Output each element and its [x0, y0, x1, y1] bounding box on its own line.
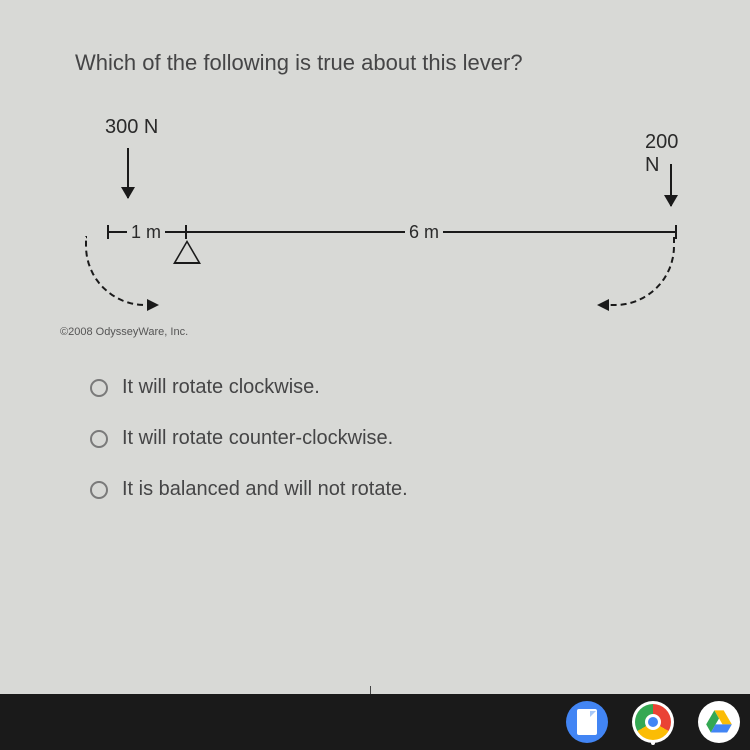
option-clockwise[interactable]: It will rotate clockwise. [90, 376, 690, 399]
docs-icon[interactable] [566, 701, 608, 743]
force-left-label: 300 N [105, 116, 158, 139]
arrow-right [670, 164, 672, 206]
chrome-center-icon [645, 714, 661, 730]
tick-fulcrum [185, 225, 187, 239]
active-indicator-icon [651, 741, 655, 745]
radio-icon [90, 430, 108, 448]
radio-icon [90, 379, 108, 397]
option-label: It will rotate clockwise. [122, 376, 320, 399]
copyright-text: ©2008 OdysseyWare, Inc. [60, 326, 188, 338]
rotation-curve-cw [605, 236, 675, 306]
rotation-arrow-ccw [147, 299, 159, 311]
option-balanced[interactable]: It is balanced and will not rotate. [90, 478, 690, 501]
tick-right [675, 225, 677, 239]
fulcrum-triangle [173, 240, 201, 264]
radio-icon [90, 481, 108, 499]
chrome-icon[interactable] [632, 701, 674, 743]
drive-icon[interactable] [698, 701, 740, 743]
chrome-ring-icon [635, 704, 671, 740]
rotation-arrow-cw [597, 299, 609, 311]
lever-beam [107, 231, 677, 233]
distance-6m: 6 m [405, 222, 443, 243]
option-label: It is balanced and will not rotate. [122, 478, 408, 501]
content-area: Which of the following is true about thi… [0, 0, 750, 501]
taskbar-divider [370, 686, 371, 694]
arrow-left [127, 148, 129, 198]
question-text: Which of the following is true about thi… [75, 50, 690, 76]
rotation-curve-ccw [85, 236, 155, 306]
option-label: It will rotate counter-clockwise. [122, 427, 393, 450]
option-counterclockwise[interactable]: It will rotate counter-clockwise. [90, 427, 690, 450]
drive-triangle-icon [705, 708, 733, 736]
lever-diagram: 300 N 200 N 1 m 6 m ©2008 OdysseyWare, I… [75, 116, 695, 376]
answer-options: It will rotate clockwise. It will rotate… [90, 376, 690, 501]
taskbar [0, 694, 750, 750]
